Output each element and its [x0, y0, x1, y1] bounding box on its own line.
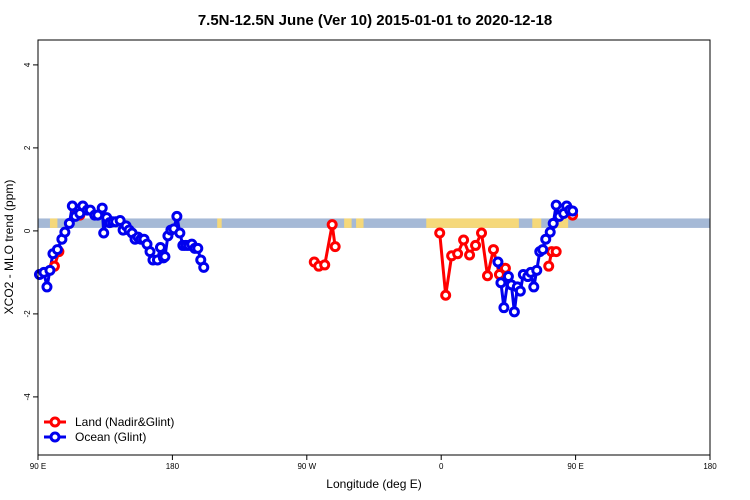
ocean-point	[544, 226, 556, 238]
ocean-point	[98, 227, 110, 239]
land-band-segment	[344, 218, 352, 228]
ocean-point	[96, 202, 108, 214]
land-point	[550, 246, 562, 258]
x-axis: 90 E 180 90 W 0 90 E 180	[30, 455, 717, 471]
land-point	[543, 260, 555, 272]
y-tick-label: 2	[23, 145, 32, 150]
land-point	[326, 219, 338, 231]
land-band-segment	[49, 218, 58, 228]
ocean-point	[66, 200, 78, 212]
ocean-point	[171, 210, 183, 222]
y-axis: -4 -2 0 2 4	[23, 62, 38, 400]
surface-type-band	[38, 218, 710, 228]
ocean-point	[144, 246, 156, 258]
land-point	[464, 249, 476, 261]
land-point	[329, 241, 341, 253]
land-point	[434, 227, 446, 239]
y-tick-label: 0	[23, 228, 32, 233]
land-band-segment	[426, 218, 489, 228]
ocean-point	[51, 244, 63, 256]
land-band-segment	[556, 218, 569, 228]
land-point	[481, 270, 493, 282]
plot-frame	[37, 39, 711, 456]
x-tick-label: 180	[166, 462, 180, 471]
ocean-point	[192, 242, 204, 254]
ocean-band	[38, 218, 710, 228]
land-point	[319, 259, 331, 271]
chart-title: 7.5N-12.5N June (Ver 10) 2015-01-01 to 2…	[198, 12, 552, 29]
ocean-point	[159, 251, 171, 263]
y-axis-label: XCO2 - MLO trend (ppm)	[2, 180, 16, 315]
legend-label: Ocean (Glint)	[75, 430, 146, 444]
y-tick-label: -2	[23, 310, 32, 318]
ocean-point	[531, 264, 543, 276]
ocean-point	[547, 217, 559, 229]
land-band-segment	[217, 218, 222, 228]
legend: Land (Nadir&Glint)Ocean (Glint)	[44, 415, 174, 444]
land-band-segment	[488, 218, 519, 228]
land-point	[452, 248, 464, 260]
land-point	[499, 262, 511, 274]
land-band-segment	[532, 218, 542, 228]
y-tick-label: -4	[23, 393, 32, 401]
legend-label: Land (Nadir&Glint)	[75, 415, 174, 429]
x-tick-label: 90 W	[297, 462, 316, 471]
ocean-point	[537, 244, 549, 256]
x-axis-label: Longitude (deg E)	[326, 477, 421, 491]
ocean-point	[41, 281, 53, 293]
ocean-point	[495, 277, 507, 289]
land-point	[440, 289, 452, 301]
land-point	[487, 244, 499, 256]
y-tick-label: 4	[23, 62, 32, 67]
ocean-point	[44, 264, 56, 276]
land-band-segment	[356, 218, 364, 228]
x-tick-label: 90 E	[567, 462, 583, 471]
ocean-point	[59, 226, 71, 238]
ocean-point	[63, 217, 75, 229]
ocean-point	[198, 261, 210, 273]
ocean-point	[508, 306, 520, 318]
land-point	[458, 234, 470, 246]
x-tick-label: 180	[703, 462, 717, 471]
legend-marker	[49, 416, 61, 428]
ocean-point	[528, 281, 540, 293]
x-tick-label: 90 E	[30, 462, 46, 471]
ocean-point	[502, 271, 514, 283]
ocean-point	[567, 205, 579, 217]
land-point	[476, 227, 488, 239]
ocean-point	[154, 242, 166, 253]
ocean-point	[550, 199, 562, 211]
series-points	[33, 199, 579, 318]
land-point	[470, 239, 482, 251]
ocean-point	[514, 285, 526, 297]
ocean-point	[174, 227, 186, 239]
ocean-point	[492, 256, 504, 268]
x-tick-label: 0	[439, 462, 444, 471]
ocean-point	[498, 302, 510, 314]
legend-marker	[49, 431, 61, 443]
